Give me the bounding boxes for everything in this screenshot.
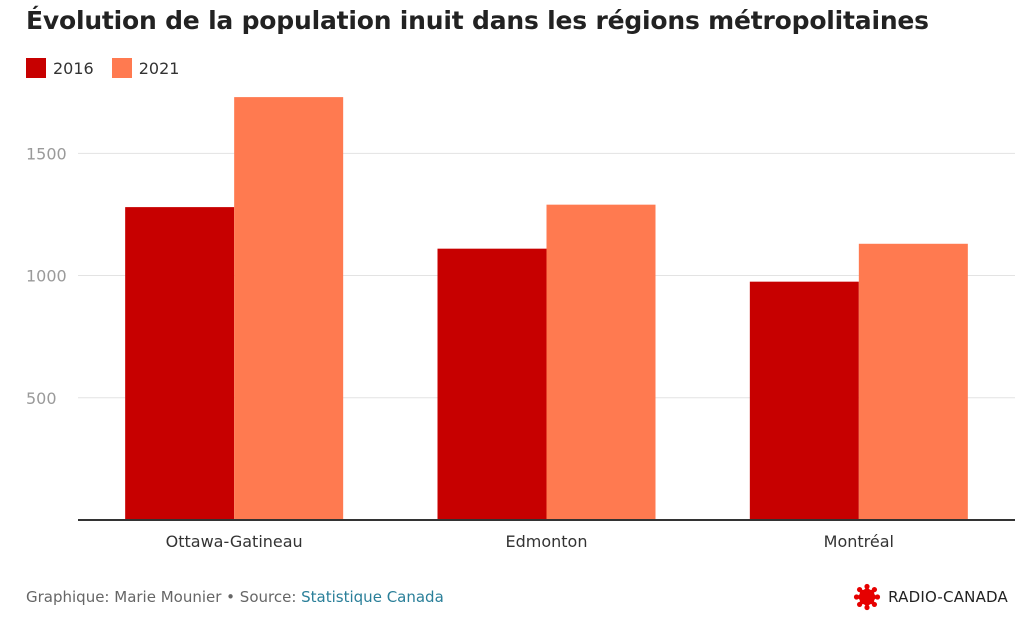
legend-label-2021: 2021 — [138, 58, 180, 78]
credit-text: Graphique: Marie Mounier • Source: — [26, 588, 302, 606]
bar-ottawa-gatineau-2016 — [125, 207, 235, 520]
y-tick-label-1500: 1500 — [26, 144, 67, 163]
legend-item-2016: 2016 — [26, 58, 94, 78]
x-tick-label: Ottawa-Gatineau — [166, 532, 303, 551]
footer-credit: Graphique: Marie Mounier • Source: Stati… — [26, 588, 444, 606]
brand-name: RADIO-CANADA — [888, 588, 1008, 606]
x-tick-label: Montréal — [824, 532, 894, 551]
radio-canada-gem-icon — [854, 583, 881, 611]
legend: 2016 2021 — [26, 57, 197, 79]
bar-edmonton-2016 — [437, 248, 547, 520]
brand-logo: RADIO-CANADA — [852, 582, 1008, 612]
y-tick-label-500: 500 — [26, 389, 57, 408]
legend-item-2021: 2021 — [111, 58, 180, 78]
bar-montr-al-2016 — [749, 281, 859, 520]
x-tick-label: Edmonton — [506, 532, 588, 551]
bar-chart: 500 1000 1500 Ottawa-Gatineau Edmonton Montré… — [26, 97, 1015, 551]
bar-ottawa-gatineau-2021 — [234, 97, 344, 520]
y-tick-label-1000: 1000 — [26, 267, 67, 286]
legend-label-2016: 2016 — [53, 58, 94, 78]
legend-swatch-2021 — [111, 58, 132, 78]
source-link[interactable]: Statistique Canada — [301, 588, 444, 606]
legend-swatch-2016 — [26, 58, 46, 78]
chart-title: Évolution de la population inuit dans le… — [26, 6, 929, 35]
bar-edmonton-2021 — [546, 204, 656, 520]
bar-montr-al-2021 — [858, 243, 968, 520]
